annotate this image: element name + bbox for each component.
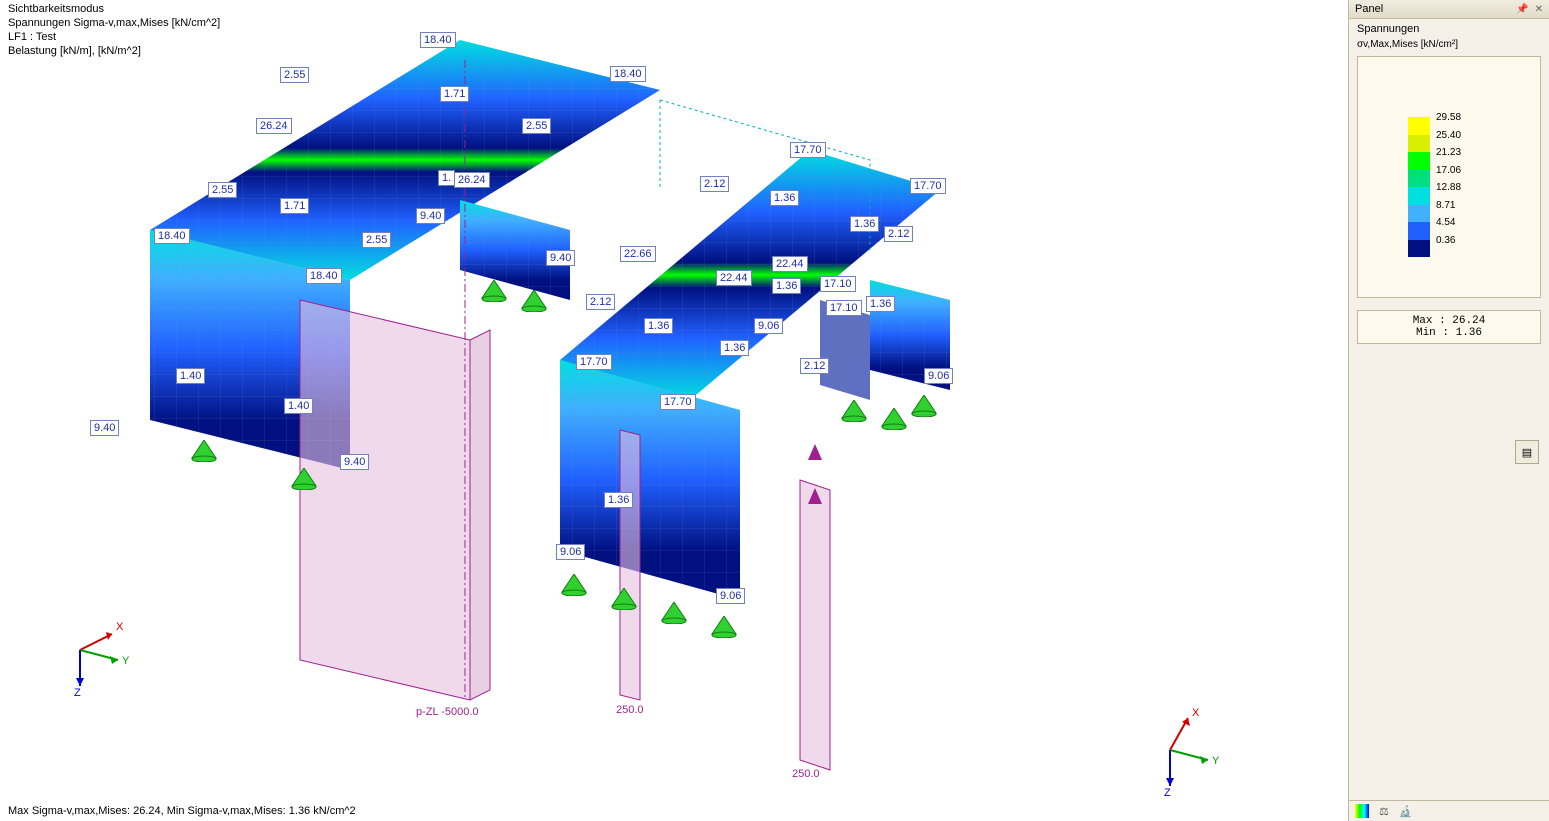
stress-value-label: 9.40 <box>546 250 575 266</box>
stress-value-label: 9.40 <box>340 454 369 470</box>
svg-text:Z: Z <box>1164 787 1171 799</box>
stress-value-label: 1.36 <box>772 278 801 294</box>
stress-value-label: 9.40 <box>90 420 119 436</box>
stress-value-label: 1.40 <box>284 398 313 414</box>
stress-value-label: 17.10 <box>826 300 862 316</box>
stress-value-label: 9.06 <box>556 544 585 560</box>
panel-heading1: Spannungen <box>1349 19 1549 35</box>
overlay-line: Belastung [kN/m], [kN/m^2] <box>8 44 220 58</box>
panel-title-text: Panel <box>1355 3 1383 15</box>
support-icon <box>880 408 908 430</box>
svg-text:X: X <box>1192 707 1200 719</box>
stress-value-label: 17.10 <box>820 276 856 292</box>
stress-value-label: 2.55 <box>208 182 237 198</box>
legend-max: Max : 26.24 <box>1366 315 1532 327</box>
stress-value-label: 2.55 <box>522 118 551 134</box>
support-icon <box>710 616 738 638</box>
stress-value-label: 1.71 <box>440 86 469 102</box>
overlay-line: Spannungen Sigma-v,max,Mises [kN/cm^2] <box>8 16 220 30</box>
stress-value-label: 18.40 <box>610 66 646 82</box>
stress-value-label: 22.66 <box>620 246 656 262</box>
axis-triad-right: X Y Z <box>1130 710 1210 790</box>
support-icon <box>480 280 508 302</box>
stress-value-label: 9.40 <box>416 208 445 224</box>
support-icon <box>520 290 548 312</box>
svg-text:X: X <box>116 621 124 633</box>
stress-value-label: 1.71 <box>280 198 309 214</box>
stress-value-label: 9.06 <box>924 368 953 384</box>
overlay-line: LF1 : Test <box>8 30 220 44</box>
color-legend: 29.5825.4021.2317.0612.888.714.540.36 <box>1357 56 1541 298</box>
stress-value-label: 26.24 <box>256 118 292 134</box>
panel-heading2: σv,Max,Mises [kN/cm²] <box>1349 35 1549 50</box>
support-icon <box>840 400 868 422</box>
support-icon <box>910 395 938 417</box>
stress-value-label: 22.44 <box>772 256 808 272</box>
status-text: Max Sigma-v,max,Mises: 26.24, Min Sigma-… <box>8 805 356 817</box>
stress-value-label: 1.36 <box>720 340 749 356</box>
stress-value-label: 17.70 <box>660 394 696 410</box>
support-icon <box>610 588 638 610</box>
svg-text:Y: Y <box>1212 755 1220 767</box>
stress-value-label: 1.36 <box>644 318 673 334</box>
svg-text:Z: Z <box>74 687 81 699</box>
pin-icon[interactable]: 📌 <box>1516 4 1528 15</box>
stress-value-label: 2.12 <box>700 176 729 192</box>
stress-value-label: 17.70 <box>790 142 826 158</box>
stress-value-label: 9.06 <box>716 588 745 604</box>
stress-value-label: 9.06 <box>754 318 783 334</box>
colorscale-icon[interactable] <box>1355 804 1369 818</box>
legend-min: Min : 1.36 <box>1366 327 1532 339</box>
support-icon <box>190 440 218 462</box>
model-canvas <box>0 0 1349 821</box>
close-icon[interactable]: ✕ <box>1535 4 1543 15</box>
stress-value-label: 1.36 <box>770 190 799 206</box>
stress-value-label: 17.70 <box>910 178 946 194</box>
support-icon <box>290 468 318 490</box>
stress-value-label: 1. <box>438 170 455 186</box>
stress-value-label: 17.70 <box>576 354 612 370</box>
stress-value-label: 26.24 <box>454 172 490 188</box>
stress-value-label: 2.12 <box>800 358 829 374</box>
balance-icon[interactable]: ⚖ <box>1379 805 1389 818</box>
viewport-3d[interactable]: Sichtbarkeitsmodus Spannungen Sigma-v,ma… <box>0 0 1349 821</box>
stress-value-label: 1.36 <box>604 492 633 508</box>
legend-settings-button[interactable]: ▤ <box>1515 440 1539 464</box>
stress-value-label: 2.12 <box>586 294 615 310</box>
stress-value-label: 2.55 <box>280 67 309 83</box>
stress-value-label: 18.40 <box>306 268 342 284</box>
stress-value-label: 1.36 <box>850 216 879 232</box>
svg-text:Y: Y <box>122 655 130 667</box>
load-value-label: 250.0 <box>616 704 644 716</box>
legend-minmax: Max : 26.24 Min : 1.36 <box>1357 310 1541 344</box>
stress-value-label: 2.12 <box>884 226 913 242</box>
load-value-label: 250.0 <box>792 768 820 780</box>
panel-footer: ⚖ 🔬 <box>1349 800 1549 821</box>
stress-value-label: 18.40 <box>154 228 190 244</box>
overlay-info: Sichtbarkeitsmodus Spannungen Sigma-v,ma… <box>8 2 220 58</box>
panel-titlebar[interactable]: Panel 📌 ✕ <box>1349 0 1549 19</box>
stress-value-label: 18.40 <box>420 32 456 48</box>
side-panel: Panel 📌 ✕ Spannungen σv,Max,Mises [kN/cm… <box>1348 0 1549 821</box>
stress-value-label: 1.36 <box>866 296 895 312</box>
overlay-line: Sichtbarkeitsmodus <box>8 2 220 16</box>
stress-value-label: 1.40 <box>176 368 205 384</box>
load-value-label: p-ZL -5000.0 <box>416 706 479 718</box>
support-icon <box>660 602 688 624</box>
stress-value-label: 22.44 <box>716 270 752 286</box>
palette-icon: ▤ <box>1522 446 1532 459</box>
support-icon <box>560 574 588 596</box>
stress-value-label: 2.55 <box>362 232 391 248</box>
axis-triad-left: X Y Z <box>40 610 120 690</box>
microscope-icon[interactable]: 🔬 <box>1399 805 1413 818</box>
